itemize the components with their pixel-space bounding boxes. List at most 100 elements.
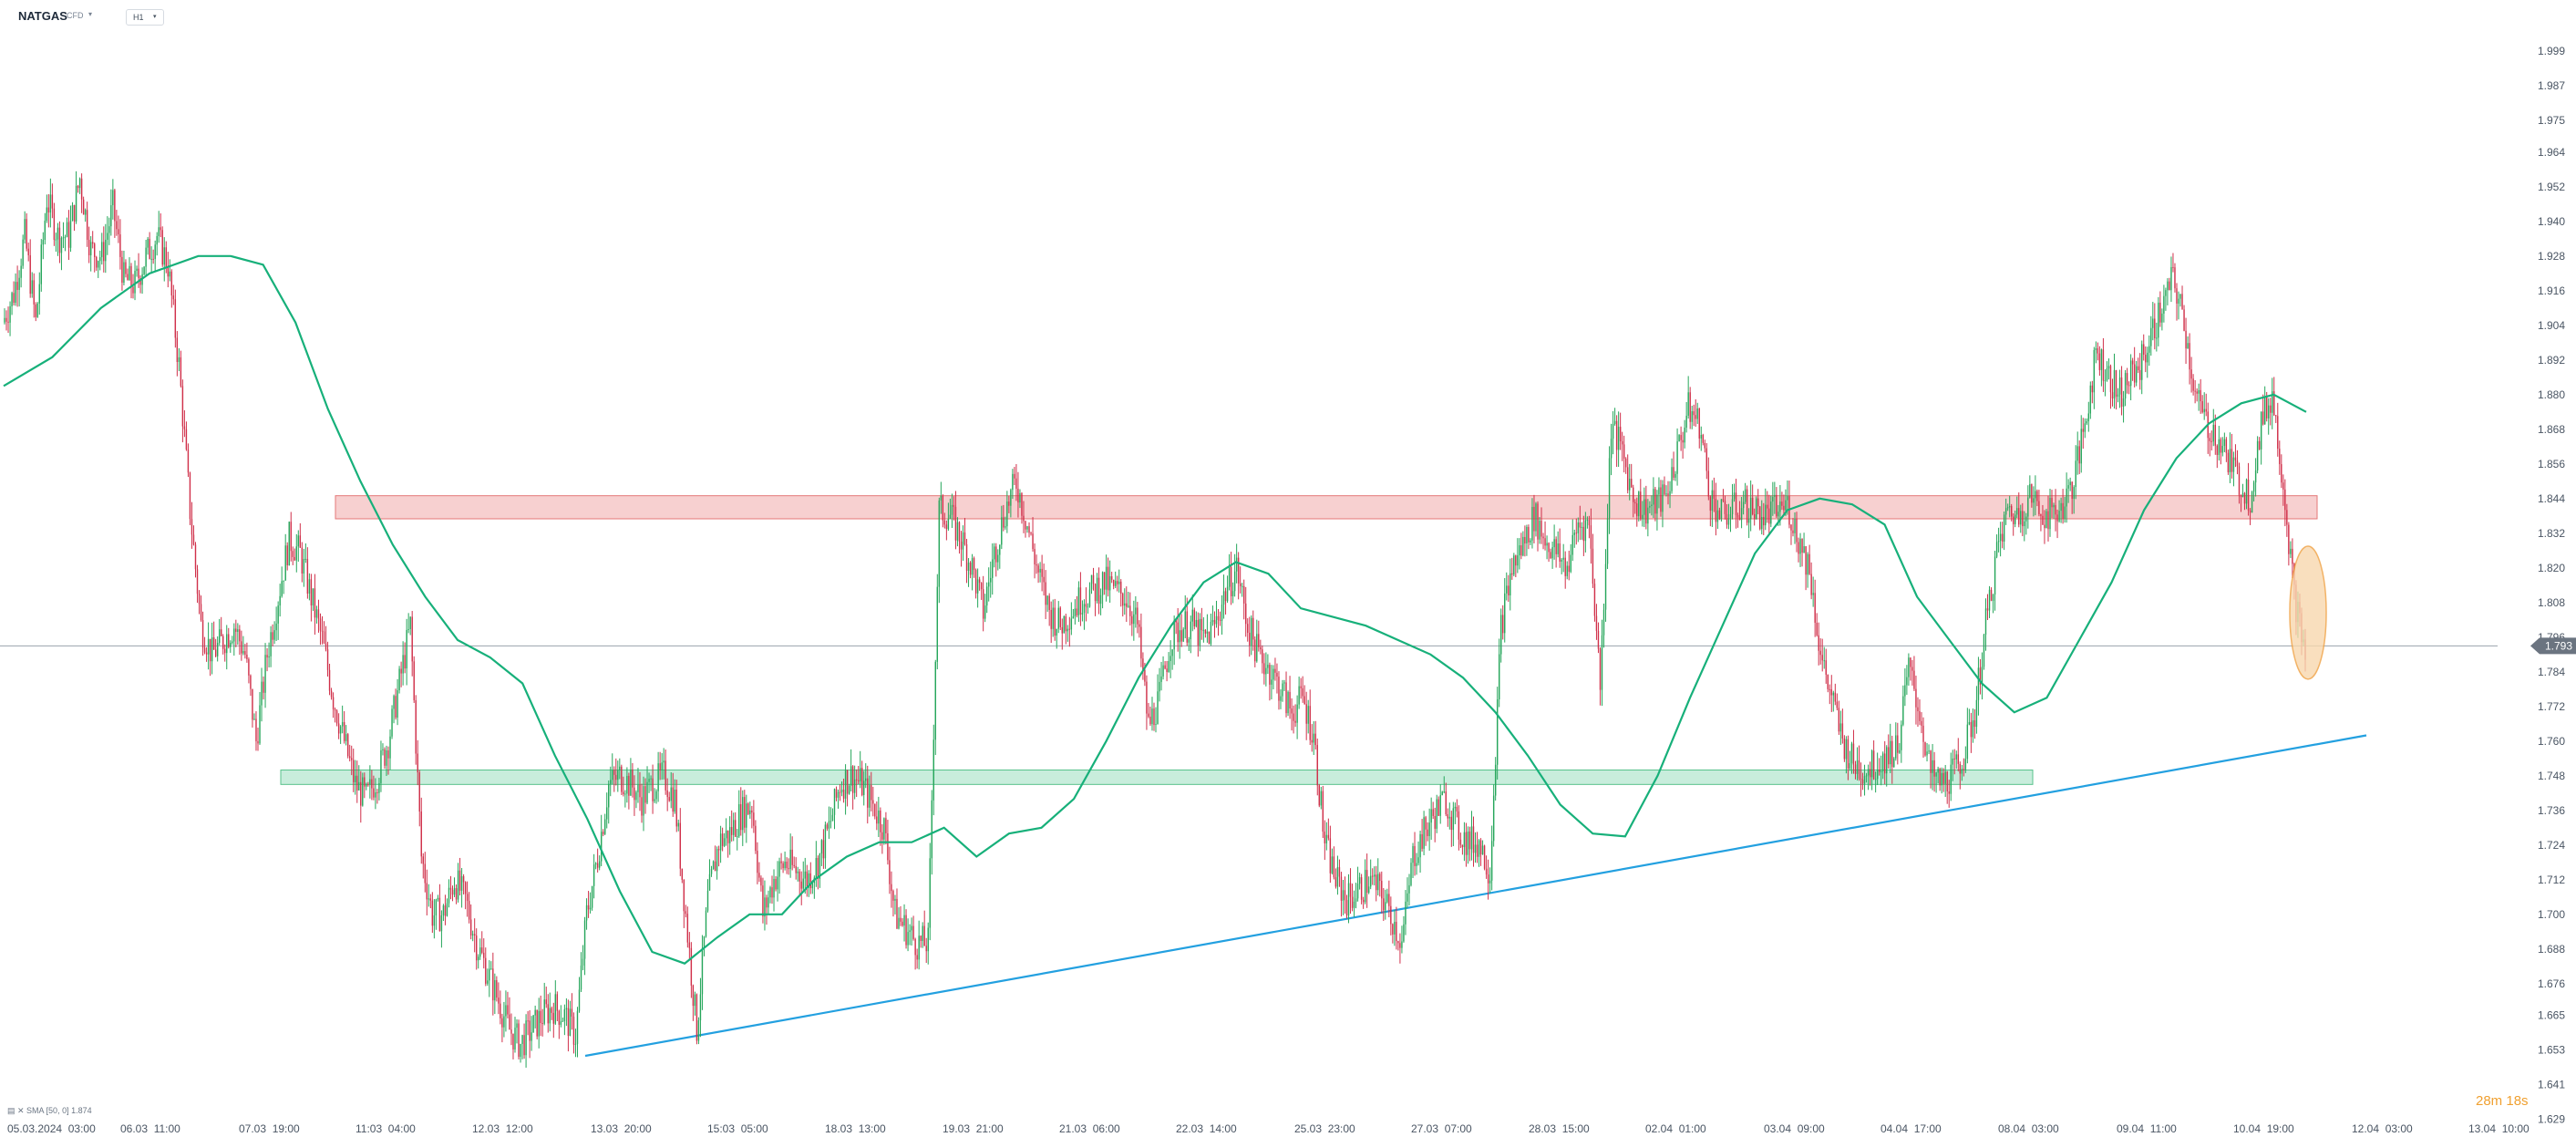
bear-candle bbox=[1485, 855, 1488, 879]
bull-candle bbox=[358, 765, 360, 791]
y-tick-label: 1.808 bbox=[2538, 596, 2565, 609]
bull-candle bbox=[1950, 752, 1952, 801]
candle-body bbox=[1094, 584, 1097, 602]
bear-candle bbox=[1636, 497, 1638, 527]
bull-candle bbox=[1191, 594, 1193, 632]
bull-candle bbox=[2006, 503, 2009, 512]
candle-body bbox=[578, 989, 581, 1011]
candle-body bbox=[1428, 822, 1430, 837]
candle-body bbox=[2071, 481, 2073, 500]
y-tick-label: 1.724 bbox=[2538, 839, 2565, 852]
bear-candle bbox=[552, 1002, 555, 1039]
bull-candle bbox=[1876, 752, 1879, 786]
x-tick-label: 02.04 01:00 bbox=[1645, 1122, 1706, 1135]
bull-candle bbox=[453, 877, 456, 897]
bull-candle bbox=[951, 493, 953, 528]
bear-candle bbox=[2036, 489, 2038, 507]
candle-body bbox=[308, 579, 311, 594]
candle-body bbox=[1517, 555, 1519, 566]
candle-body bbox=[174, 299, 177, 338]
candle-body bbox=[294, 556, 295, 561]
candle-body bbox=[2010, 506, 2013, 517]
bear-candle bbox=[1702, 433, 1704, 446]
bull-candle bbox=[362, 772, 364, 807]
candle-body bbox=[2210, 440, 2212, 442]
candle-body bbox=[1425, 817, 1427, 830]
candle-body bbox=[1685, 415, 1687, 428]
candle-body bbox=[661, 762, 663, 770]
bull-candle bbox=[237, 623, 239, 646]
bull-candle bbox=[663, 748, 665, 780]
candle-body bbox=[2025, 516, 2027, 522]
bull-candle bbox=[985, 582, 988, 614]
symbol-dropdown-chevron-icon[interactable]: ▾ bbox=[88, 10, 93, 18]
candle-body bbox=[1895, 735, 1897, 759]
candle-body bbox=[1347, 883, 1350, 916]
bull-candle bbox=[712, 860, 715, 870]
candle-body bbox=[483, 952, 485, 958]
candle-body bbox=[1206, 631, 1209, 634]
candle-body bbox=[2024, 521, 2025, 527]
indicator-legend[interactable]: ▤ ✕ SMA [50, 0] 1.874 bbox=[7, 1106, 92, 1116]
bull-candle bbox=[2218, 426, 2221, 461]
candle-body bbox=[1829, 688, 1830, 690]
candle-body bbox=[1539, 521, 1540, 540]
bull-candle bbox=[2033, 486, 2035, 517]
candle-body bbox=[1890, 740, 1891, 765]
bear-candle bbox=[1479, 838, 1482, 866]
candle-body bbox=[2033, 498, 2035, 503]
candle-body bbox=[1615, 420, 1618, 450]
bear-candle bbox=[2183, 305, 2185, 332]
bull-candle bbox=[603, 813, 606, 835]
candle-body bbox=[1048, 595, 1050, 610]
candle-body bbox=[123, 262, 125, 284]
candle-body bbox=[2109, 366, 2112, 393]
bull-candle bbox=[1452, 801, 1455, 847]
bull-candle bbox=[1613, 408, 1616, 426]
candle-body bbox=[49, 194, 52, 213]
candle-body bbox=[1233, 571, 1236, 592]
bear-candle bbox=[1103, 572, 1106, 595]
bull-candle bbox=[1676, 428, 1678, 486]
candle-body bbox=[2076, 446, 2078, 461]
bear-candle bbox=[1654, 486, 1656, 522]
candle-body bbox=[1303, 696, 1305, 705]
bear-candle bbox=[321, 615, 324, 645]
bear-candle bbox=[290, 512, 292, 562]
bull-candle bbox=[312, 588, 314, 612]
candle-body bbox=[2201, 401, 2203, 413]
bull-candle bbox=[576, 1007, 579, 1058]
candle-body bbox=[211, 637, 213, 662]
candle-body bbox=[1408, 884, 1410, 894]
candle-body bbox=[1680, 435, 1682, 440]
timeframe-selector[interactable]: H1 ▾ bbox=[126, 9, 164, 26]
candle-body bbox=[209, 638, 211, 662]
candle-body bbox=[1298, 686, 1300, 705]
candle-body bbox=[1841, 723, 1844, 739]
candle-body bbox=[1358, 877, 1361, 884]
symbol-name[interactable]: NATGAS bbox=[18, 9, 67, 23]
candle-body bbox=[2107, 366, 2110, 369]
bull-candle bbox=[2187, 336, 2189, 349]
x-tick-label: 28.03 15:00 bbox=[1529, 1122, 1590, 1135]
bear-candle bbox=[255, 711, 257, 751]
candle-body bbox=[2223, 439, 2226, 447]
bear-candle bbox=[317, 599, 320, 633]
candle-body bbox=[990, 577, 992, 583]
candle-body bbox=[1933, 760, 1935, 777]
indicator-visibility-icon[interactable]: ▤ ✕ bbox=[7, 1106, 27, 1115]
candle-body bbox=[760, 877, 762, 886]
candle-body bbox=[598, 861, 601, 868]
bear-candle bbox=[1537, 501, 1539, 552]
candle-body bbox=[1184, 611, 1186, 630]
candle-body bbox=[1557, 543, 1559, 554]
bull-candle bbox=[1610, 423, 1613, 476]
bull-candle bbox=[742, 790, 744, 846]
candle-body bbox=[1070, 618, 1073, 630]
candle-body bbox=[2098, 353, 2101, 370]
bull-candle bbox=[894, 894, 896, 915]
bear-candle bbox=[1707, 457, 1710, 501]
bear-candle bbox=[1922, 717, 1924, 758]
bull-candle bbox=[1935, 771, 1937, 793]
